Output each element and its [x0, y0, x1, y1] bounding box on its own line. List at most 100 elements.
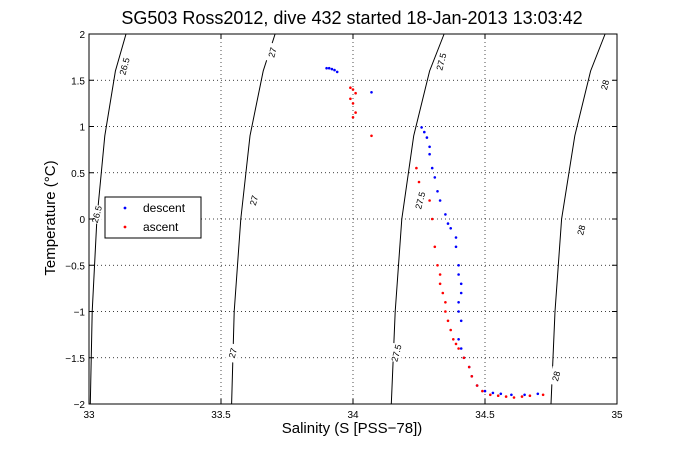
point-ascent [454, 342, 458, 346]
point-descent [449, 227, 453, 230]
point-ascent [528, 394, 532, 398]
density-contour-27.5 [390, 33, 445, 405]
point-descent [420, 126, 423, 129]
contour-label-background [224, 342, 242, 364]
contour-label: 27.5 [434, 52, 448, 72]
contour-label-background [433, 51, 450, 72]
point-descent [499, 392, 503, 396]
point-descent [457, 264, 460, 267]
point-descent [536, 392, 540, 396]
point-ascent [433, 245, 437, 249]
point-ascent [430, 217, 434, 221]
contour-label: 28 [550, 370, 562, 382]
x-axis-label: Salinity (S [PSS−78]) [282, 420, 422, 437]
contour-label-background [412, 190, 429, 211]
x-tick-label: 34 [347, 410, 359, 421]
point-descent [325, 66, 328, 70]
data-points [325, 66, 545, 399]
contour-label: 27 [248, 194, 260, 206]
point-descent [510, 393, 513, 397]
point-ascent [351, 116, 355, 119]
point-ascent [415, 166, 418, 170]
contour-label-background [573, 219, 590, 241]
point-descent [459, 347, 463, 350]
legend-label-ascent: ascent [143, 220, 179, 234]
point-ascent [470, 375, 474, 378]
y-tick-label: −0.5 [65, 261, 85, 272]
contour-label-background [245, 190, 263, 211]
legend-marker-ascent [123, 225, 127, 229]
point-descent [446, 222, 450, 225]
point-ascent [496, 394, 500, 398]
point-ascent [438, 282, 442, 286]
point-descent [333, 68, 336, 72]
point-descent [457, 301, 460, 304]
contour-label-background [548, 366, 565, 387]
y-tick-label: −1 [74, 308, 86, 319]
legend-marker-descent [123, 206, 127, 210]
density-contour-26.5 [89, 33, 127, 405]
contour-label-background [596, 74, 614, 96]
point-descent [454, 236, 458, 239]
point-descent [430, 166, 434, 170]
point-ascent [449, 328, 453, 332]
legend-label-descent: descent [143, 201, 186, 215]
point-descent [457, 273, 460, 276]
point-ascent [441, 291, 445, 295]
point-ascent [504, 395, 508, 398]
point-ascent [481, 389, 484, 393]
contour-label-background [116, 56, 133, 77]
contour-label-background [388, 342, 405, 364]
point-descent [457, 338, 460, 341]
point-ascent [351, 88, 355, 91]
y-tick-label: 0.5 [71, 169, 85, 180]
point-descent [428, 152, 431, 156]
y-tick-label: 1 [79, 123, 85, 134]
point-descent [423, 130, 426, 134]
point-descent [327, 66, 331, 70]
y-axis-label: Temperature (°C) [42, 160, 59, 275]
point-ascent [349, 97, 352, 101]
x-axis-ticks: 33 33.5 34 34.5 35 [83, 34, 623, 421]
point-ascent [438, 273, 442, 276]
contour-label: 27 [266, 46, 278, 58]
legend-box [104, 196, 202, 239]
legend: descent ascent [104, 196, 202, 239]
point-descent [335, 70, 339, 74]
point-descent [457, 310, 460, 313]
density-contour-27 [231, 33, 276, 405]
point-ascent [436, 264, 439, 267]
chart-title: SG503 Ross2012, dive 432 started 18-Jan-… [121, 8, 582, 28]
grid [89, 34, 617, 404]
point-ascent [489, 393, 492, 397]
point-ascent [354, 91, 357, 95]
point-ascent [444, 310, 447, 313]
density-contour-28 [550, 33, 606, 405]
point-ascent [512, 396, 516, 399]
contour-label: 28 [599, 79, 611, 91]
point-descent [454, 245, 458, 249]
point-ascent [541, 393, 545, 397]
y-tick-label: 0 [79, 215, 85, 226]
point-ascent [452, 338, 455, 341]
point-descent [330, 67, 334, 71]
point-descent [459, 291, 463, 295]
point-descent [523, 393, 526, 397]
y-tick-label: 2 [79, 30, 85, 41]
point-ascent [520, 395, 524, 398]
contour-label: 27.5 [413, 191, 427, 211]
x-tick-label: 33 [83, 410, 95, 421]
point-descent [425, 136, 429, 139]
x-tick-label: 34.5 [475, 410, 495, 421]
point-ascent [444, 301, 447, 304]
contour-label: 27 [227, 347, 239, 359]
point-descent [491, 391, 495, 395]
y-axis-ticks: −2 −1.5 −1 −0.5 0 0.5 1 1.5 2 [65, 30, 617, 411]
y-tick-label: 1.5 [71, 76, 85, 87]
point-ascent [428, 199, 431, 202]
contour-label: 27.5 [389, 343, 403, 363]
contour-label-background [264, 42, 281, 63]
point-ascent [446, 319, 450, 323]
